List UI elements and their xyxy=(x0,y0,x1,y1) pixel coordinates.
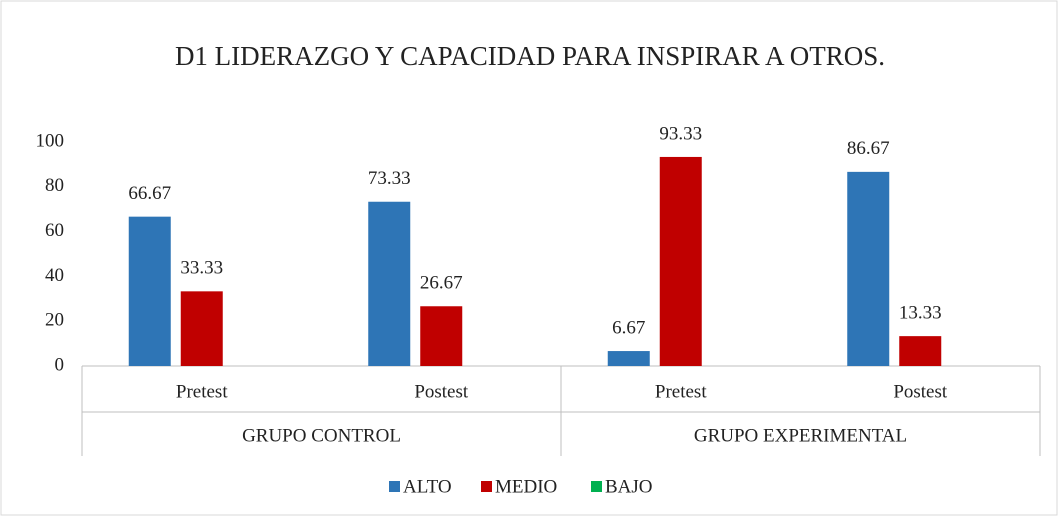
data-label: 13.33 xyxy=(899,303,942,324)
data-label: 26.67 xyxy=(420,273,463,294)
legend-swatch xyxy=(389,481,400,492)
group-label: GRUPO CONTROL xyxy=(242,425,401,446)
y-tick-label: 20 xyxy=(45,310,64,331)
legend-label: BAJO xyxy=(605,476,653,497)
x-tick-label: Pretest xyxy=(176,381,228,402)
bar xyxy=(659,156,702,366)
y-tick-label: 80 xyxy=(45,175,64,196)
legend-label: ALTO xyxy=(403,476,452,497)
y-tick-label: 0 xyxy=(55,354,65,375)
bar xyxy=(180,291,223,366)
legend-label: MEDIO xyxy=(495,476,557,497)
x-tick-label: Postest xyxy=(414,381,469,402)
y-tick-label: 100 xyxy=(36,130,65,151)
data-label: 73.33 xyxy=(368,168,411,189)
data-label: 86.67 xyxy=(847,138,890,159)
data-label: 93.33 xyxy=(659,123,702,144)
data-label: 66.67 xyxy=(128,183,171,204)
data-label: 33.33 xyxy=(180,258,223,279)
bar xyxy=(847,171,890,366)
x-tick-label: Pretest xyxy=(655,381,707,402)
data-label: 6.67 xyxy=(612,317,645,338)
legend-swatch xyxy=(481,481,492,492)
x-tick-label: Postest xyxy=(893,381,948,402)
bar xyxy=(128,216,171,366)
legend-swatch xyxy=(591,481,602,492)
bar xyxy=(420,306,463,366)
group-label: GRUPO EXPERIMENTAL xyxy=(694,425,907,446)
bar xyxy=(899,336,942,366)
bar xyxy=(368,201,411,366)
y-tick-label: 60 xyxy=(45,220,64,241)
bar xyxy=(607,351,650,366)
y-tick-label: 40 xyxy=(45,265,64,286)
chart-title: D1 LIDERAZGO Y CAPACIDAD PARA INSPIRAR A… xyxy=(174,41,886,71)
